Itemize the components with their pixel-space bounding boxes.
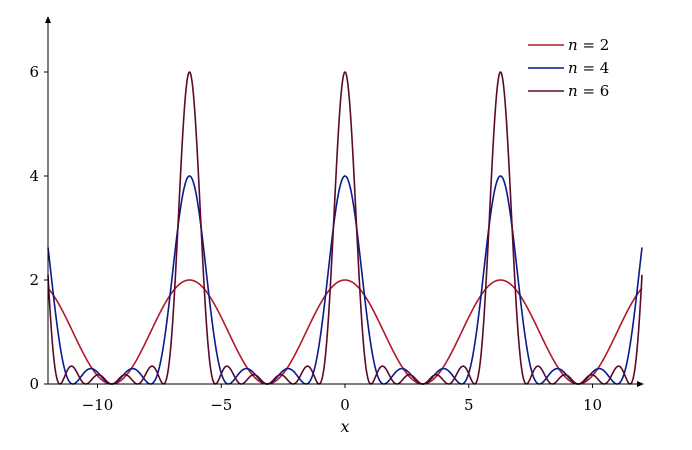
y-tick-label: 2	[29, 271, 39, 289]
legend: n = 2n = 4n = 6	[528, 36, 609, 100]
y-tick-label: 6	[29, 63, 39, 81]
series-line-n-2	[47, 279, 643, 385]
x-tick-label: 0	[340, 396, 350, 414]
legend-entry-rest: = 4	[578, 59, 610, 77]
x-tick-label: 10	[583, 396, 602, 414]
legend-entry-var: n	[568, 82, 578, 100]
legend-entry-rest: = 2	[578, 36, 610, 54]
y-axis-arrow	[45, 16, 51, 23]
legend-entry: n = 4	[568, 59, 609, 77]
y-tick-label: 0	[29, 375, 39, 393]
x-tick-label: −10	[82, 396, 114, 414]
series-line-n-6	[47, 71, 643, 385]
plot-curves	[47, 71, 643, 385]
x-tick-label: 5	[464, 396, 474, 414]
legend-entry-var: n	[568, 36, 578, 54]
x-tick-label: −5	[210, 396, 232, 414]
legend-entry-rest: = 6	[578, 82, 610, 100]
legend-entry-var: n	[568, 59, 578, 77]
axes	[45, 16, 644, 387]
x-axis-title: x	[340, 417, 349, 436]
x-axis-arrow	[637, 381, 644, 387]
ticks: −10 −5 0 5 10 0 2 4 6	[29, 63, 602, 414]
y-tick-label: 4	[29, 167, 39, 185]
legend-entry: n = 2	[568, 36, 609, 54]
legend-entry: n = 6	[568, 82, 609, 100]
series-line-n-4	[47, 175, 643, 385]
